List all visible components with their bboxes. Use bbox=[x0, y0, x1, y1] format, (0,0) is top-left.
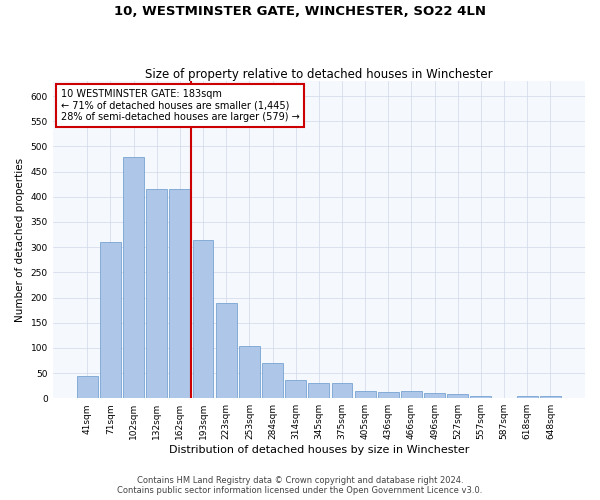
Bar bbox=[332, 383, 352, 398]
Bar bbox=[517, 396, 538, 398]
Bar bbox=[239, 346, 260, 398]
Bar bbox=[378, 392, 399, 398]
Bar bbox=[169, 190, 190, 398]
Y-axis label: Number of detached properties: Number of detached properties bbox=[15, 158, 25, 322]
Bar bbox=[123, 156, 144, 398]
Bar bbox=[216, 302, 236, 398]
Bar bbox=[424, 393, 445, 398]
Bar bbox=[540, 396, 561, 398]
Bar bbox=[193, 240, 214, 398]
Bar bbox=[401, 391, 422, 398]
Bar bbox=[308, 383, 329, 398]
Bar bbox=[285, 380, 306, 398]
Title: Size of property relative to detached houses in Winchester: Size of property relative to detached ho… bbox=[145, 68, 493, 81]
Bar bbox=[262, 363, 283, 398]
Bar bbox=[355, 391, 376, 398]
X-axis label: Distribution of detached houses by size in Winchester: Distribution of detached houses by size … bbox=[169, 445, 469, 455]
Text: 10 WESTMINSTER GATE: 183sqm
← 71% of detached houses are smaller (1,445)
28% of : 10 WESTMINSTER GATE: 183sqm ← 71% of det… bbox=[61, 89, 299, 122]
Bar bbox=[146, 190, 167, 398]
Bar bbox=[77, 376, 98, 398]
Bar bbox=[448, 394, 468, 398]
Bar bbox=[470, 396, 491, 398]
Text: 10, WESTMINSTER GATE, WINCHESTER, SO22 4LN: 10, WESTMINSTER GATE, WINCHESTER, SO22 4… bbox=[114, 5, 486, 18]
Bar bbox=[100, 242, 121, 398]
Text: Contains HM Land Registry data © Crown copyright and database right 2024.
Contai: Contains HM Land Registry data © Crown c… bbox=[118, 476, 482, 495]
